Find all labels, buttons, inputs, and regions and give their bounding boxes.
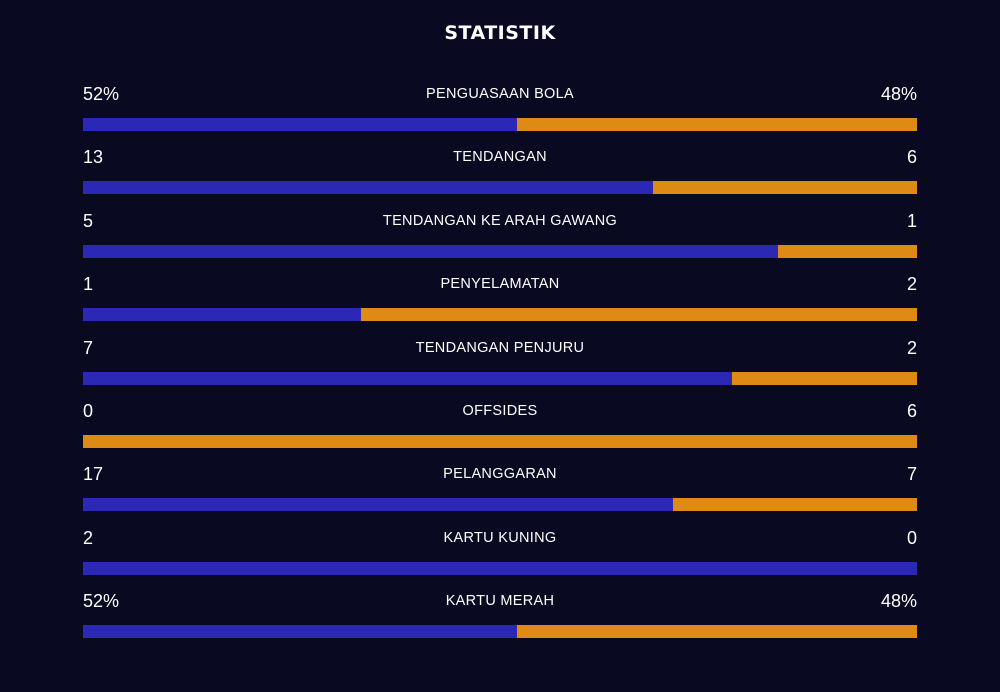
stat-header: 17 PELANGGARAN 7 xyxy=(83,462,917,486)
away-value: 6 xyxy=(906,400,917,421)
stat-row: 13 TENDANGAN 6 xyxy=(83,143,917,206)
stat-label: OFFSIDES xyxy=(462,402,538,419)
home-value: 2 xyxy=(83,527,94,548)
home-bar-segment xyxy=(83,308,361,322)
home-value: 17 xyxy=(83,464,104,485)
stat-label: TENDANGAN xyxy=(453,149,547,166)
stat-row: 17 PELANGGARAN 7 xyxy=(83,460,917,523)
comparison-bar xyxy=(83,625,917,639)
stat-header: 52% KARTU MERAH 48% xyxy=(83,589,917,613)
away-value: 2 xyxy=(906,274,917,295)
home-bar-segment xyxy=(83,244,778,258)
stat-label: TENDANGAN PENJURU xyxy=(415,339,585,356)
home-value: 52% xyxy=(83,84,120,104)
comparison-bar xyxy=(83,181,917,195)
away-value: 7 xyxy=(906,464,917,485)
comparison-bar xyxy=(83,308,917,322)
stat-header: 5 TENDANGAN KE ARAH GAWANG 1 xyxy=(83,209,917,233)
stat-header: 0 OFFSIDES 6 xyxy=(83,399,917,423)
stat-row: 52% KARTU MERAH 48% xyxy=(83,587,917,650)
stat-label: PELANGGARAN xyxy=(443,466,557,483)
away-value: 2 xyxy=(906,337,917,358)
comparison-bar xyxy=(83,118,917,131)
stat-row: 5 TENDANGAN KE ARAH GAWANG 1 xyxy=(83,207,917,270)
away-bar-segment xyxy=(516,118,917,131)
away-bar-segment xyxy=(83,434,917,448)
away-bar-segment xyxy=(777,244,917,258)
stat-row: 1 PENYELAMATAN 2 xyxy=(83,270,917,333)
stat-row: 0 OFFSIDES 6 xyxy=(83,397,917,460)
home-bar-segment xyxy=(83,561,917,575)
home-value: 0 xyxy=(83,400,94,421)
away-value: 0 xyxy=(906,527,917,548)
stat-header: 52% PENGUASAAN BOLA 48% xyxy=(83,82,917,106)
comparison-bar xyxy=(83,498,917,512)
away-value: 1 xyxy=(906,210,917,231)
stat-label: TENDANGAN KE ARAH GAWANG xyxy=(382,212,618,229)
stat-header: 7 TENDANGAN PENJURU 2 xyxy=(83,336,917,360)
away-bar-segment xyxy=(673,498,917,512)
home-bar-segment xyxy=(83,498,674,512)
stat-row: 52% PENGUASAAN BOLA 48% xyxy=(83,80,917,143)
home-bar-segment xyxy=(83,371,732,385)
away-bar-segment xyxy=(516,625,917,639)
home-value: 5 xyxy=(83,210,94,231)
away-bar-segment xyxy=(731,371,917,385)
home-value: 1 xyxy=(83,274,94,295)
comparison-bar xyxy=(83,244,917,258)
stat-header: 1 PENYELAMATAN 2 xyxy=(83,272,917,296)
stat-row: 7 TENDANGAN PENJURU 2 xyxy=(83,334,917,397)
stat-label: KARTU KUNING xyxy=(443,529,557,546)
stat-header: 2 KARTU KUNING 0 xyxy=(83,526,917,550)
away-bar-segment xyxy=(653,181,917,195)
page-title: STATISTIK xyxy=(444,22,556,44)
away-value: 6 xyxy=(906,147,917,168)
away-bar-segment xyxy=(360,308,917,322)
stat-row: 2 KARTU KUNING 0 xyxy=(83,524,917,587)
home-bar-segment xyxy=(83,118,517,131)
stat-header: 13 TENDANGAN 6 xyxy=(83,145,917,169)
home-value: 7 xyxy=(83,337,94,358)
home-bar-segment xyxy=(83,181,654,195)
home-value: 13 xyxy=(83,147,104,168)
stat-label: KARTU MERAH xyxy=(445,593,555,610)
away-value: 48% xyxy=(880,84,917,104)
stat-label: PENGUASAAN BOLA xyxy=(426,86,574,102)
home-value: 52% xyxy=(83,591,120,612)
comparison-bar xyxy=(83,434,917,448)
home-bar-segment xyxy=(83,625,517,639)
stat-label: PENYELAMATAN xyxy=(440,276,560,293)
comparison-bar xyxy=(83,371,917,385)
away-value: 48% xyxy=(880,591,917,612)
stat-list: 52% PENGUASAAN BOLA 48% 13 TENDANGAN 6 5… xyxy=(83,80,917,651)
comparison-bar xyxy=(83,561,917,575)
